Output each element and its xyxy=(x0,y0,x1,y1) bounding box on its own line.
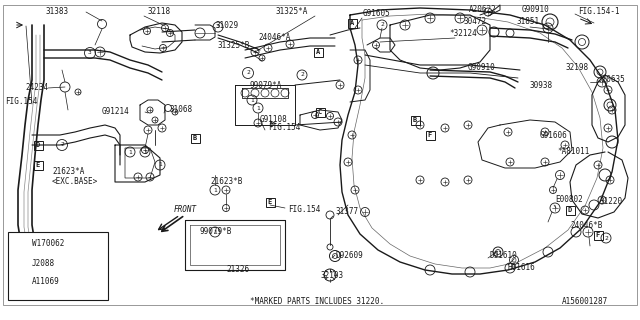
Text: A: A xyxy=(350,20,354,26)
Text: C: C xyxy=(318,109,322,115)
Text: 24046*B: 24046*B xyxy=(570,220,602,229)
Text: 31068: 31068 xyxy=(170,106,193,115)
Text: 32198: 32198 xyxy=(565,63,588,73)
Text: 2: 2 xyxy=(246,70,250,76)
Text: 1: 1 xyxy=(213,229,217,235)
Bar xyxy=(426,131,435,140)
Text: H01616: H01616 xyxy=(508,263,536,273)
Text: 24046*A: 24046*A xyxy=(258,33,291,42)
Text: 99079*A: 99079*A xyxy=(250,81,282,90)
Text: E: E xyxy=(268,199,272,205)
Text: *32124: *32124 xyxy=(449,29,477,38)
Text: B: B xyxy=(413,117,417,123)
Text: FIG.154: FIG.154 xyxy=(5,98,37,107)
Text: 1: 1 xyxy=(158,163,162,167)
Text: 99079*B: 99079*B xyxy=(200,228,232,236)
Bar xyxy=(266,197,275,206)
Text: 1: 1 xyxy=(128,149,132,155)
Text: 2: 2 xyxy=(60,142,64,148)
Text: 1: 1 xyxy=(19,242,23,246)
Text: A156001287: A156001287 xyxy=(562,298,608,307)
Bar xyxy=(8,232,108,300)
Text: 30472: 30472 xyxy=(463,18,486,27)
Text: W170062: W170062 xyxy=(32,239,65,249)
Text: 31325*A: 31325*A xyxy=(275,7,307,17)
Text: 24234: 24234 xyxy=(25,84,48,92)
Text: 3: 3 xyxy=(19,279,23,284)
Text: FRONT: FRONT xyxy=(173,205,196,214)
Text: 31851: 31851 xyxy=(516,18,540,27)
Text: D92609: D92609 xyxy=(335,252,363,260)
Text: E: E xyxy=(36,162,40,168)
Text: A11069: A11069 xyxy=(32,277,60,286)
Text: <EXC.BASE>: <EXC.BASE> xyxy=(52,178,99,187)
Text: 1: 1 xyxy=(143,149,147,155)
Text: J20635: J20635 xyxy=(598,76,626,84)
Text: 31325*B: 31325*B xyxy=(218,41,250,50)
Text: F: F xyxy=(596,232,600,238)
Text: 21623*B: 21623*B xyxy=(210,178,243,187)
Text: FIG.154: FIG.154 xyxy=(288,205,321,214)
Text: D: D xyxy=(568,207,572,213)
Text: D91610: D91610 xyxy=(490,251,518,260)
Text: 1: 1 xyxy=(250,98,254,102)
Text: E00802: E00802 xyxy=(555,196,583,204)
Bar xyxy=(593,230,602,239)
Text: J2088: J2088 xyxy=(32,259,55,268)
Text: 32103: 32103 xyxy=(321,270,344,279)
Text: 30938: 30938 xyxy=(530,81,553,90)
Text: 32118: 32118 xyxy=(148,7,171,17)
Text: 2: 2 xyxy=(300,73,304,77)
Text: A20622: A20622 xyxy=(469,4,497,13)
Bar xyxy=(316,108,324,116)
Bar xyxy=(314,47,323,57)
Text: G90910: G90910 xyxy=(521,4,549,13)
Bar xyxy=(566,205,575,214)
Text: 1: 1 xyxy=(256,106,260,110)
Text: B: B xyxy=(193,135,197,141)
Text: 3: 3 xyxy=(88,51,92,55)
Text: 31377: 31377 xyxy=(335,207,358,217)
Text: 31383: 31383 xyxy=(46,7,69,17)
Text: 3: 3 xyxy=(216,25,220,29)
Text: A: A xyxy=(316,49,320,55)
Bar xyxy=(191,133,200,142)
Text: G91605: G91605 xyxy=(363,10,391,19)
Bar xyxy=(33,140,42,149)
Text: 1: 1 xyxy=(213,188,217,193)
Text: D: D xyxy=(36,142,40,148)
Text: G90910: G90910 xyxy=(468,63,496,73)
Text: *MARKED PARTS INCLUDES 31220.: *MARKED PARTS INCLUDES 31220. xyxy=(250,298,384,307)
Text: FIG.154-1: FIG.154-1 xyxy=(578,6,620,15)
Text: 2: 2 xyxy=(604,236,608,241)
Text: FIG.154: FIG.154 xyxy=(268,123,300,132)
Text: 2: 2 xyxy=(380,22,384,28)
Bar xyxy=(33,161,42,170)
Text: 2: 2 xyxy=(19,260,23,266)
Bar xyxy=(348,19,356,28)
Text: G91606: G91606 xyxy=(540,131,568,140)
Text: 31220: 31220 xyxy=(600,197,623,206)
Text: F: F xyxy=(428,132,432,138)
Text: *A81011: *A81011 xyxy=(557,148,589,156)
Bar xyxy=(410,116,419,124)
Text: 31029: 31029 xyxy=(215,21,238,30)
Text: G91108: G91108 xyxy=(260,116,288,124)
Text: 21326: 21326 xyxy=(227,266,250,275)
Text: 21623*A: 21623*A xyxy=(52,167,84,177)
Text: G91214: G91214 xyxy=(102,108,130,116)
